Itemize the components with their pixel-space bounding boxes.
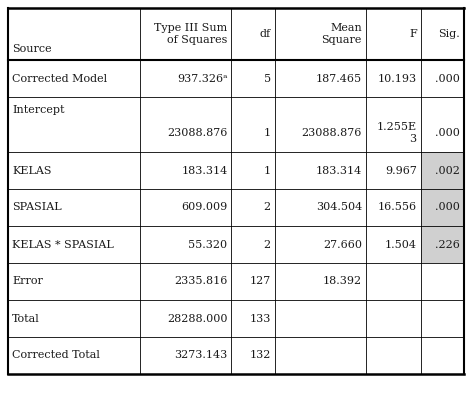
Text: Corrected Total: Corrected Total [12,351,100,360]
Text: KELAS * SPASIAL: KELAS * SPASIAL [12,239,114,250]
Text: Corrected Model: Corrected Model [12,73,107,83]
Text: 55.320: 55.320 [188,239,228,250]
Bar [421,152,464,189]
Text: 28288.000: 28288.000 [167,314,228,323]
Text: df: df [260,29,271,39]
Text: Type III Sum
of Squares: Type III Sum of Squares [154,23,228,45]
Text: 23088.876: 23088.876 [302,128,362,138]
Text: 1: 1 [264,165,271,176]
Text: 1.255E
3: 1.255E 3 [377,122,417,143]
Text: 183.314: 183.314 [316,165,362,176]
Text: 127: 127 [250,277,271,286]
Text: Mean
Square: Mean Square [321,23,362,45]
Text: SPASIAL: SPASIAL [12,202,62,213]
Text: 18.392: 18.392 [323,277,362,286]
Text: 304.504: 304.504 [316,202,362,213]
Text: 9.967: 9.967 [385,165,417,176]
Text: KELAS: KELAS [12,165,51,176]
Text: Total: Total [12,314,40,323]
Text: 23088.876: 23088.876 [167,128,228,138]
Text: 183.314: 183.314 [181,165,228,176]
Text: Intercept: Intercept [12,105,65,115]
Text: 2: 2 [264,202,271,213]
Text: 3273.143: 3273.143 [174,351,228,360]
Text: 937.326ᵃ: 937.326ᵃ [177,73,228,83]
Text: F: F [409,29,417,39]
Text: 10.193: 10.193 [378,73,417,83]
Text: 1: 1 [264,128,271,138]
Text: 187.465: 187.465 [316,73,362,83]
Text: 27.660: 27.660 [323,239,362,250]
Text: 609.009: 609.009 [181,202,228,213]
Text: .226: .226 [435,239,460,250]
Text: 133: 133 [249,314,271,323]
Text: .000: .000 [435,128,460,138]
Text: Error: Error [12,277,43,286]
Bar [421,226,464,263]
Text: .000: .000 [435,73,460,83]
Text: 132: 132 [249,351,271,360]
Text: .002: .002 [435,165,460,176]
Text: Source: Source [12,44,51,54]
Text: .000: .000 [435,202,460,213]
Text: 16.556: 16.556 [378,202,417,213]
Bar [421,189,464,226]
Text: 2: 2 [264,239,271,250]
Text: 2335.816: 2335.816 [174,277,228,286]
Text: Sig.: Sig. [438,29,460,39]
Text: 5: 5 [264,73,271,83]
Text: 1.504: 1.504 [385,239,417,250]
